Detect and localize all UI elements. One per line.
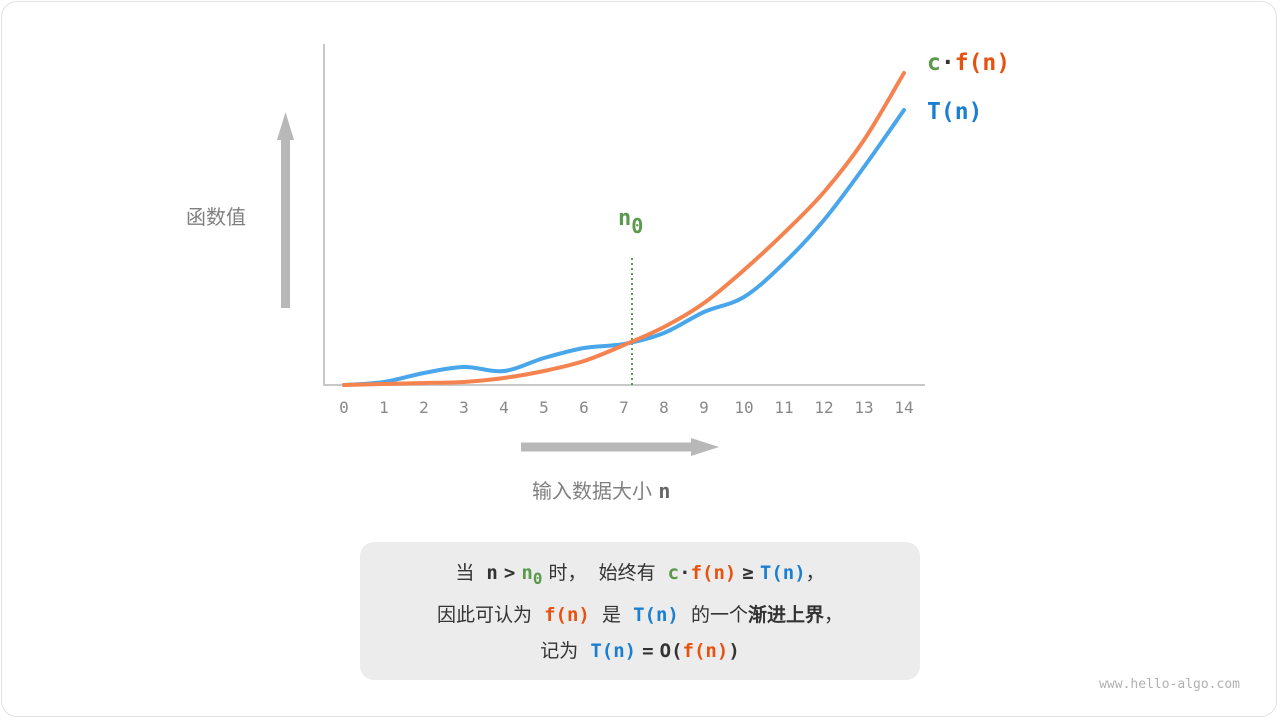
y-arrow-icon xyxy=(277,112,294,308)
x-tick-label: 12 xyxy=(814,398,833,417)
n0-label-n: n xyxy=(618,206,632,231)
t: T(n) xyxy=(633,604,679,626)
t: ≥ xyxy=(742,562,754,584)
y-axis-label: 函数值 xyxy=(186,205,246,229)
x-tick-label: 8 xyxy=(659,398,669,417)
t: 当 xyxy=(455,562,475,584)
x-tick-label: 11 xyxy=(774,398,793,417)
t: 渐进上界 xyxy=(747,604,824,626)
x-tick-label: 6 xyxy=(579,398,589,417)
t: = xyxy=(642,640,654,662)
t: 时， xyxy=(548,562,587,584)
watermark: www.hello-algo.com xyxy=(1099,677,1240,692)
x-tick-label: 3 xyxy=(459,398,469,417)
t: c xyxy=(667,562,680,584)
legend-cfn: c·f(n) xyxy=(927,50,1010,76)
t: f(n) xyxy=(682,640,729,662)
caption-line-1: 当 n > n0 时， 始终有 c·f(n) ≥ T(n)， xyxy=(360,555,920,597)
legend-tn: T(n) xyxy=(927,99,983,125)
caption-line-2: 因此可认为 f(n) 是 T(n) 的一个渐进上界， xyxy=(360,597,920,633)
t: 0 xyxy=(532,569,543,588)
x-tick-label: 10 xyxy=(734,398,753,417)
x-tick-label: 5 xyxy=(539,398,549,417)
t: 是 xyxy=(601,604,621,626)
x-tick-label: 0 xyxy=(339,398,349,417)
t: 始终有 xyxy=(598,562,656,584)
t: ， xyxy=(805,562,825,584)
x-tick-label: 13 xyxy=(854,398,873,417)
x-arrow-icon xyxy=(521,438,719,456)
t: n xyxy=(521,562,533,584)
t: ， xyxy=(823,604,843,626)
x-tick-label: 14 xyxy=(894,398,913,417)
x-axis-label-text: 输入数据大小 xyxy=(532,479,652,503)
x-tick-label: 1 xyxy=(379,398,389,417)
legend-c: c xyxy=(927,50,941,76)
t: T(n) xyxy=(759,562,806,584)
t: 因此可认为 xyxy=(437,604,533,626)
t: 记为 xyxy=(540,640,579,662)
x-axis-var: n xyxy=(658,479,671,503)
n0-label-sub: 0 xyxy=(631,214,644,238)
t: 的一个 xyxy=(690,604,748,626)
n0-label: n0 xyxy=(618,206,643,238)
caption-box: 当 n > n0 时， 始终有 c·f(n) ≥ T(n)， 因此可认为 f(n… xyxy=(360,542,920,680)
x-tick-label: 9 xyxy=(699,398,709,417)
t: > xyxy=(503,562,516,584)
t: f(n) xyxy=(690,562,737,584)
x-tick-label: 2 xyxy=(419,398,429,417)
t: T(n) xyxy=(590,640,637,662)
t: · xyxy=(679,562,691,584)
t: O( xyxy=(659,640,683,662)
t: ) xyxy=(728,640,740,662)
t: f(n) xyxy=(544,604,590,626)
x-tick-label: 4 xyxy=(499,398,509,417)
x-tick-label: 7 xyxy=(619,398,629,417)
x-axis-label: 输入数据大小 n xyxy=(532,475,670,504)
caption-line-3: 记为 T(n) = O(f(n)) xyxy=(360,633,920,669)
legend-f: f(n) xyxy=(954,50,1011,76)
series-line-cfn xyxy=(342,71,906,387)
t: n xyxy=(486,562,498,584)
legend-dot: · xyxy=(940,50,955,76)
